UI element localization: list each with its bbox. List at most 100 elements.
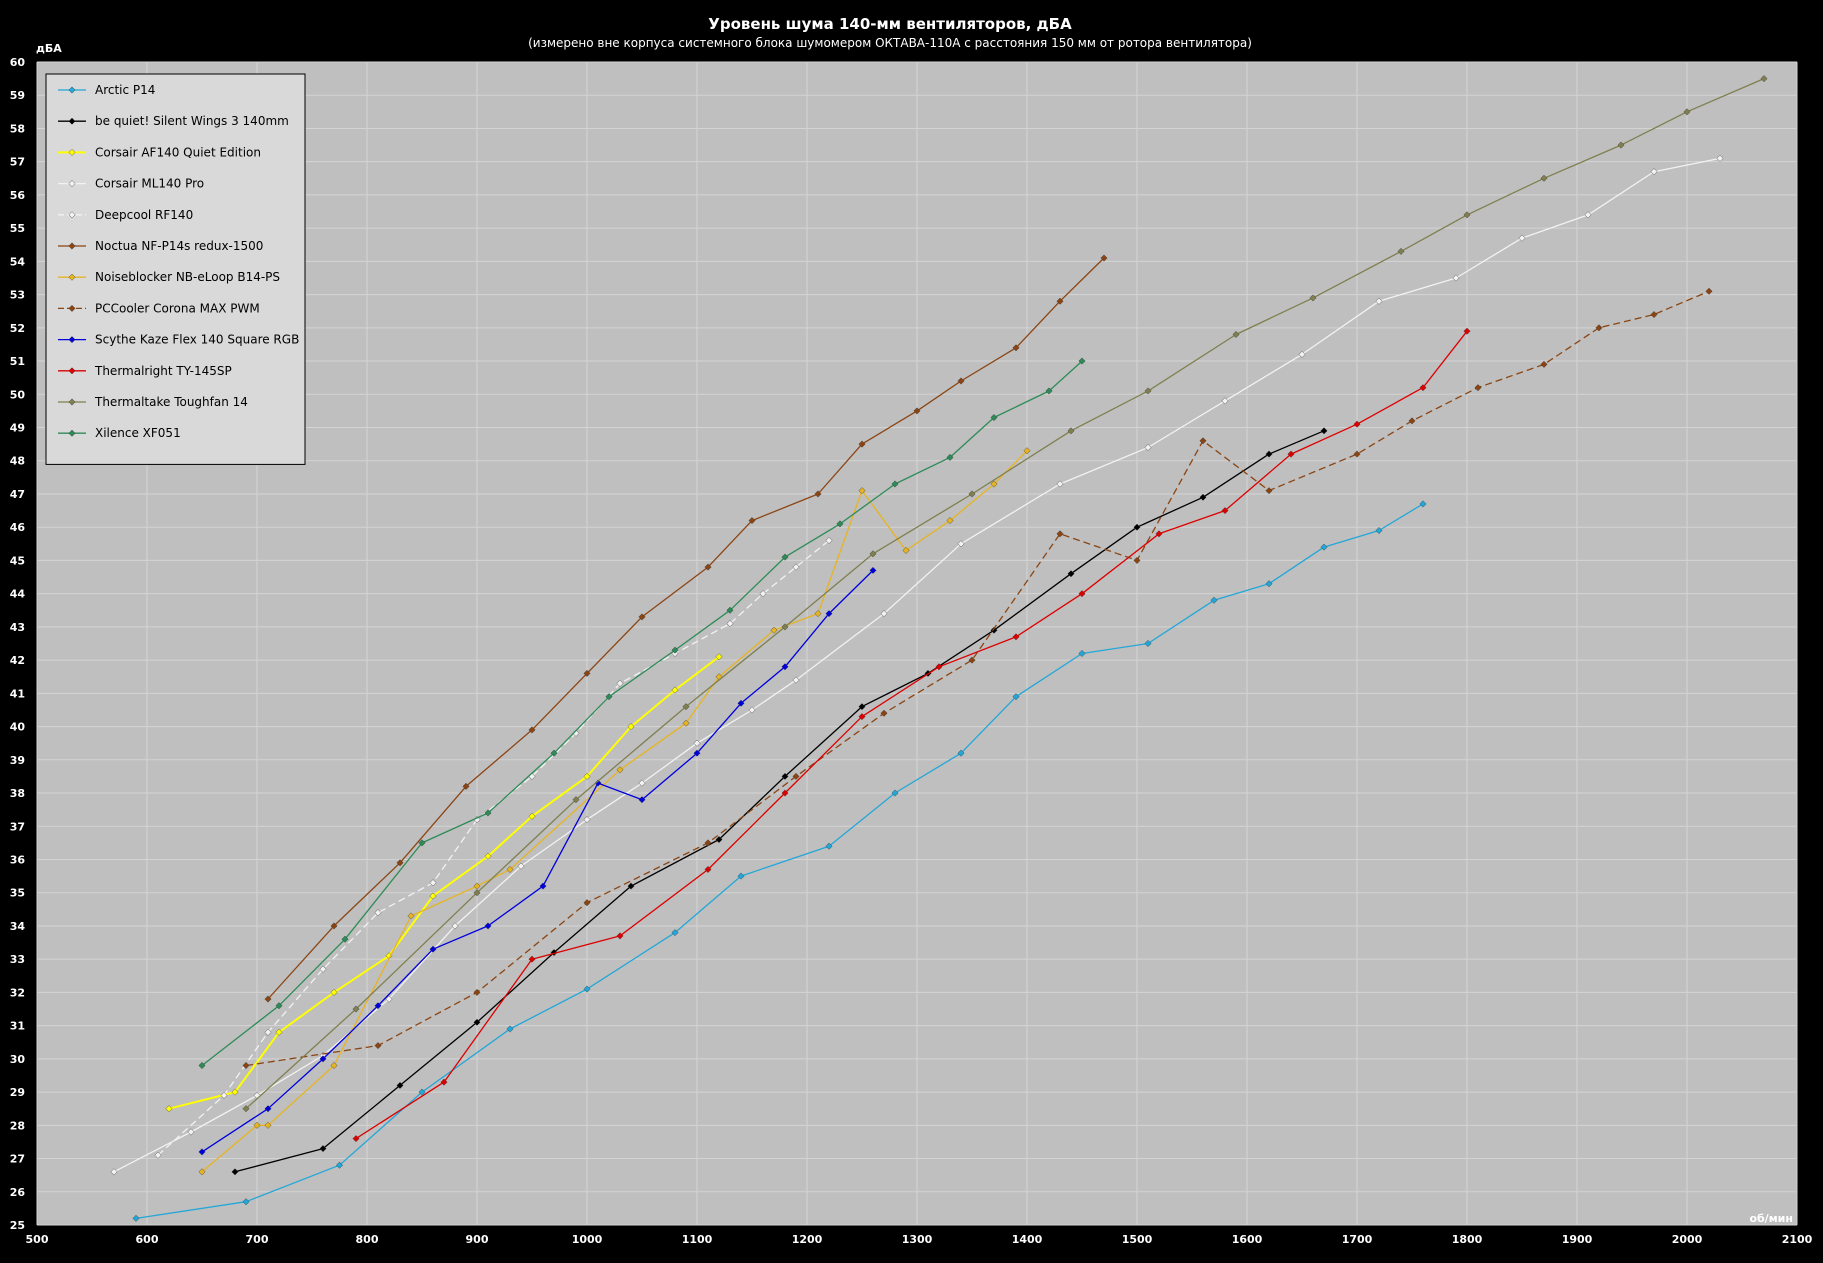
data-point	[858, 440, 866, 448]
y-tick-label: 50	[10, 388, 26, 401]
data-point	[792, 772, 800, 780]
x-tick-label: 1200	[792, 1233, 823, 1246]
data-point	[68, 429, 76, 437]
data-point	[583, 899, 591, 907]
data-point	[858, 713, 866, 721]
x-tick-label: 700	[246, 1233, 269, 1246]
data-point	[341, 935, 349, 943]
data-point	[1353, 420, 1361, 428]
data-point	[1067, 570, 1075, 578]
data-point	[1408, 417, 1416, 425]
data-point	[374, 1042, 382, 1050]
data-point	[990, 414, 998, 422]
legend-item: Arctic P14	[58, 83, 155, 97]
data-point	[1540, 174, 1548, 182]
legend-label: be quiet! Silent Wings 3 140mm	[95, 114, 289, 128]
data-point	[913, 407, 921, 415]
legend-item: Xilence XF051	[58, 426, 181, 440]
data-point	[946, 453, 954, 461]
data-point	[396, 1081, 404, 1089]
data-point	[68, 336, 76, 344]
data-point	[605, 693, 613, 701]
data-point	[253, 1121, 261, 1129]
data-point	[1452, 274, 1460, 282]
data-point	[385, 995, 393, 1003]
chart-subtitle: (измерено вне корпуса системного блока ш…	[528, 36, 1252, 50]
data-point	[737, 872, 745, 880]
y-tick-label: 52	[10, 322, 25, 335]
legend-label: Thermaltake Toughfan 14	[94, 395, 248, 409]
data-point	[682, 703, 690, 711]
data-point	[68, 273, 76, 281]
data-point	[1397, 247, 1405, 255]
data-point	[1287, 450, 1295, 458]
data-point	[275, 1028, 283, 1036]
data-point	[1144, 640, 1152, 647]
data-point	[1320, 427, 1328, 435]
data-point	[671, 929, 679, 937]
data-point	[198, 1148, 206, 1156]
y-tick-label: 33	[10, 953, 25, 966]
legend-item: Thermalright TY-145SP	[58, 364, 232, 378]
legend-item: Corsair ML140 Pro	[58, 177, 204, 191]
data-point	[330, 1062, 338, 1069]
legend-item: Noiseblocker NB-eLoop B14-PS	[58, 270, 280, 284]
data-point	[1078, 590, 1086, 598]
data-point	[1265, 487, 1273, 495]
data-point	[1056, 530, 1064, 538]
y-tick-label: 41	[10, 687, 25, 700]
data-point	[638, 779, 646, 787]
data-point	[1474, 384, 1482, 392]
legend-label: PCCooler Corona MAX PWM	[95, 301, 260, 315]
data-point	[1100, 254, 1108, 262]
data-point	[858, 703, 866, 711]
legend-item: Scythe Kaze Flex 140 Square RGB	[58, 333, 299, 347]
data-point	[1078, 357, 1086, 365]
data-point	[1045, 387, 1053, 395]
data-point	[429, 892, 437, 900]
data-point	[891, 789, 899, 797]
data-point	[68, 304, 76, 312]
data-point	[1309, 294, 1317, 302]
data-point	[231, 1168, 239, 1176]
y-tick-label: 30	[10, 1053, 26, 1066]
data-point	[616, 679, 624, 687]
data-point	[891, 480, 899, 488]
series-line	[242, 287, 1713, 1069]
data-point	[1540, 360, 1548, 368]
series-path	[201, 569, 874, 1153]
y-tick-label: 38	[10, 787, 25, 800]
data-point	[264, 1105, 272, 1113]
data-point	[68, 148, 76, 156]
series-line	[132, 500, 1427, 1222]
data-point	[242, 1105, 250, 1113]
data-point	[594, 779, 602, 787]
x-tick-label: 1700	[1342, 1233, 1373, 1246]
data-point	[583, 985, 591, 993]
data-point	[1419, 384, 1427, 392]
data-point	[1221, 507, 1229, 515]
data-point	[198, 1168, 206, 1176]
data-point	[473, 1018, 481, 1026]
x-tick-label: 1100	[682, 1233, 713, 1246]
data-point	[1232, 330, 1240, 338]
data-point	[352, 1135, 360, 1143]
data-point	[132, 1214, 140, 1222]
data-point	[1375, 527, 1383, 535]
data-point	[68, 86, 76, 94]
y-tick-label: 39	[10, 754, 25, 767]
data-point	[869, 550, 877, 558]
data-point	[1518, 234, 1526, 242]
data-point	[825, 610, 833, 618]
data-point	[825, 537, 833, 544]
x-tick-label: 1000	[572, 1233, 603, 1246]
x-tick-label: 1300	[902, 1233, 933, 1246]
data-point	[1463, 211, 1471, 219]
y-tick-label: 57	[10, 156, 25, 169]
data-point	[957, 749, 965, 757]
y-tick-label: 43	[10, 621, 25, 634]
y-tick-label: 28	[10, 1119, 25, 1132]
data-point	[68, 180, 76, 188]
data-point	[583, 816, 591, 824]
data-point	[473, 988, 481, 996]
